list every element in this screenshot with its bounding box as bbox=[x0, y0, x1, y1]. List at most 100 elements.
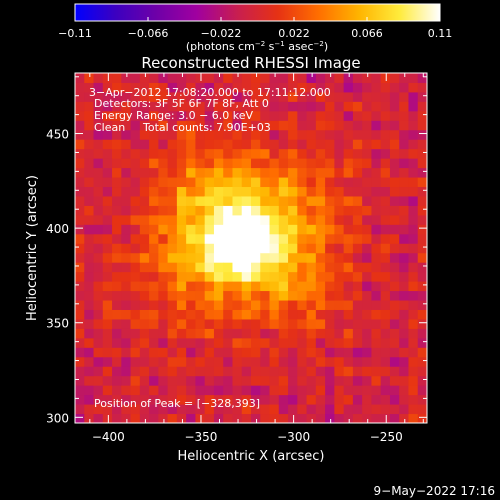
heatmap-cell bbox=[306, 186, 317, 197]
heatmap-cell bbox=[102, 271, 113, 282]
heatmap-cell bbox=[195, 375, 206, 386]
heatmap-cell bbox=[158, 224, 169, 235]
heatmap-cell bbox=[213, 356, 224, 367]
heatmap-cell bbox=[176, 82, 187, 93]
heatmap-cell bbox=[325, 195, 335, 206]
heatmap-cell bbox=[112, 129, 122, 140]
heatmap-cell bbox=[112, 290, 122, 301]
heatmap-cell bbox=[223, 233, 233, 244]
heatmap-cell bbox=[315, 385, 326, 396]
heatmap-cell bbox=[399, 366, 409, 377]
heatmap-cell bbox=[112, 366, 122, 377]
heatmap-cell bbox=[417, 120, 427, 131]
heatmap-cell bbox=[306, 347, 317, 358]
heatmap-cell bbox=[93, 413, 104, 423]
heatmap-cell bbox=[389, 110, 400, 121]
heatmap-cell bbox=[389, 120, 400, 131]
heatmap-cell bbox=[232, 82, 243, 93]
heatmap-cell bbox=[139, 186, 150, 197]
heatmap-cell bbox=[408, 318, 419, 329]
heatmap-cell bbox=[251, 129, 261, 140]
heatmap-cell bbox=[269, 252, 280, 263]
heatmap-cell bbox=[251, 110, 261, 121]
heatmap-cell bbox=[260, 375, 271, 386]
heatmap-cell bbox=[213, 177, 224, 188]
heatmap-cell bbox=[260, 356, 271, 367]
heatmap-cell bbox=[186, 73, 196, 83]
heatmap-cell bbox=[232, 205, 243, 216]
heatmap-cell bbox=[251, 139, 261, 150]
heatmap-cell bbox=[75, 243, 85, 254]
heatmap-cell bbox=[417, 413, 427, 423]
heatmap-cell bbox=[93, 243, 104, 254]
heatmap-cell bbox=[223, 101, 233, 112]
heatmap-cell bbox=[417, 356, 427, 367]
heatmap-cell bbox=[223, 394, 233, 405]
heatmap-cell bbox=[232, 167, 243, 178]
heatmap-cell bbox=[149, 139, 159, 150]
heatmap-cell bbox=[176, 262, 187, 273]
heatmap-cell bbox=[75, 318, 85, 329]
heatmap-cell bbox=[204, 243, 215, 254]
heatmap-cell bbox=[241, 82, 252, 93]
heatmap-cell bbox=[288, 243, 298, 254]
heatmap-cell bbox=[408, 309, 419, 320]
heatmap-cell bbox=[102, 73, 113, 83]
heatmap-cell bbox=[269, 328, 280, 339]
heatmap-cell bbox=[102, 385, 113, 396]
heatmap-cell bbox=[315, 110, 326, 121]
heatmap-cell bbox=[167, 148, 178, 159]
heatmap-cell bbox=[93, 205, 104, 216]
heatmap-cell bbox=[380, 110, 391, 121]
heatmap-cell bbox=[306, 394, 317, 405]
heatmap-cell bbox=[297, 318, 308, 329]
heatmap-cell bbox=[158, 309, 169, 320]
heatmap-cell bbox=[139, 300, 150, 310]
heatmap-cell bbox=[334, 158, 345, 169]
heatmap-cell bbox=[176, 413, 187, 423]
heatmap-cell bbox=[325, 290, 335, 301]
heatmap-cell bbox=[75, 385, 85, 396]
heatmap-cell bbox=[362, 110, 372, 121]
heatmap-cell bbox=[241, 120, 252, 131]
heatmap-cell bbox=[343, 356, 354, 367]
colorbar-tick-label: −0.066 bbox=[128, 27, 169, 40]
heatmap-cell bbox=[399, 129, 409, 140]
heatmap-cell bbox=[204, 214, 215, 225]
heatmap-cell bbox=[306, 82, 317, 93]
heatmap-cell bbox=[241, 375, 252, 386]
heatmap-cell bbox=[176, 318, 187, 329]
heatmap-cell bbox=[102, 281, 113, 292]
heatmap-cell bbox=[232, 375, 243, 386]
footer-timestamp: 9−May−2022 17:16 bbox=[374, 484, 496, 498]
heatmap-cell bbox=[306, 413, 317, 423]
heatmap-cell bbox=[139, 195, 150, 206]
heatmap-cell bbox=[306, 281, 317, 292]
heatmap-cell bbox=[343, 328, 354, 339]
heatmap-cell bbox=[315, 262, 326, 273]
y-tick-label: 450 bbox=[46, 128, 69, 142]
heatmap-cell bbox=[167, 375, 178, 386]
heatmap-cell bbox=[306, 252, 317, 263]
heatmap-cell bbox=[158, 167, 169, 178]
heatmap-cell bbox=[223, 129, 233, 140]
heatmap-cell bbox=[288, 375, 298, 386]
heatmap-cell bbox=[223, 404, 233, 415]
heatmap-cell bbox=[408, 271, 419, 282]
x-tick-label: −400 bbox=[92, 430, 125, 444]
heatmap-cell bbox=[325, 271, 335, 282]
heatmap-cell bbox=[343, 110, 354, 121]
heatmap-cell bbox=[251, 347, 261, 358]
heatmap-cell bbox=[195, 252, 206, 263]
heatmap-cell bbox=[278, 158, 289, 169]
heatmap-cell bbox=[399, 394, 409, 405]
heatmap-cell bbox=[223, 148, 233, 159]
heatmap-cell bbox=[158, 195, 169, 206]
heatmap-cell bbox=[121, 318, 132, 329]
heatmap-cell bbox=[121, 177, 132, 188]
heatmap-cell bbox=[102, 224, 113, 235]
heatmap-cell bbox=[408, 281, 419, 292]
heatmap-cell bbox=[149, 337, 159, 348]
heatmap-cell bbox=[176, 356, 187, 367]
heatmap-cell bbox=[325, 337, 335, 348]
